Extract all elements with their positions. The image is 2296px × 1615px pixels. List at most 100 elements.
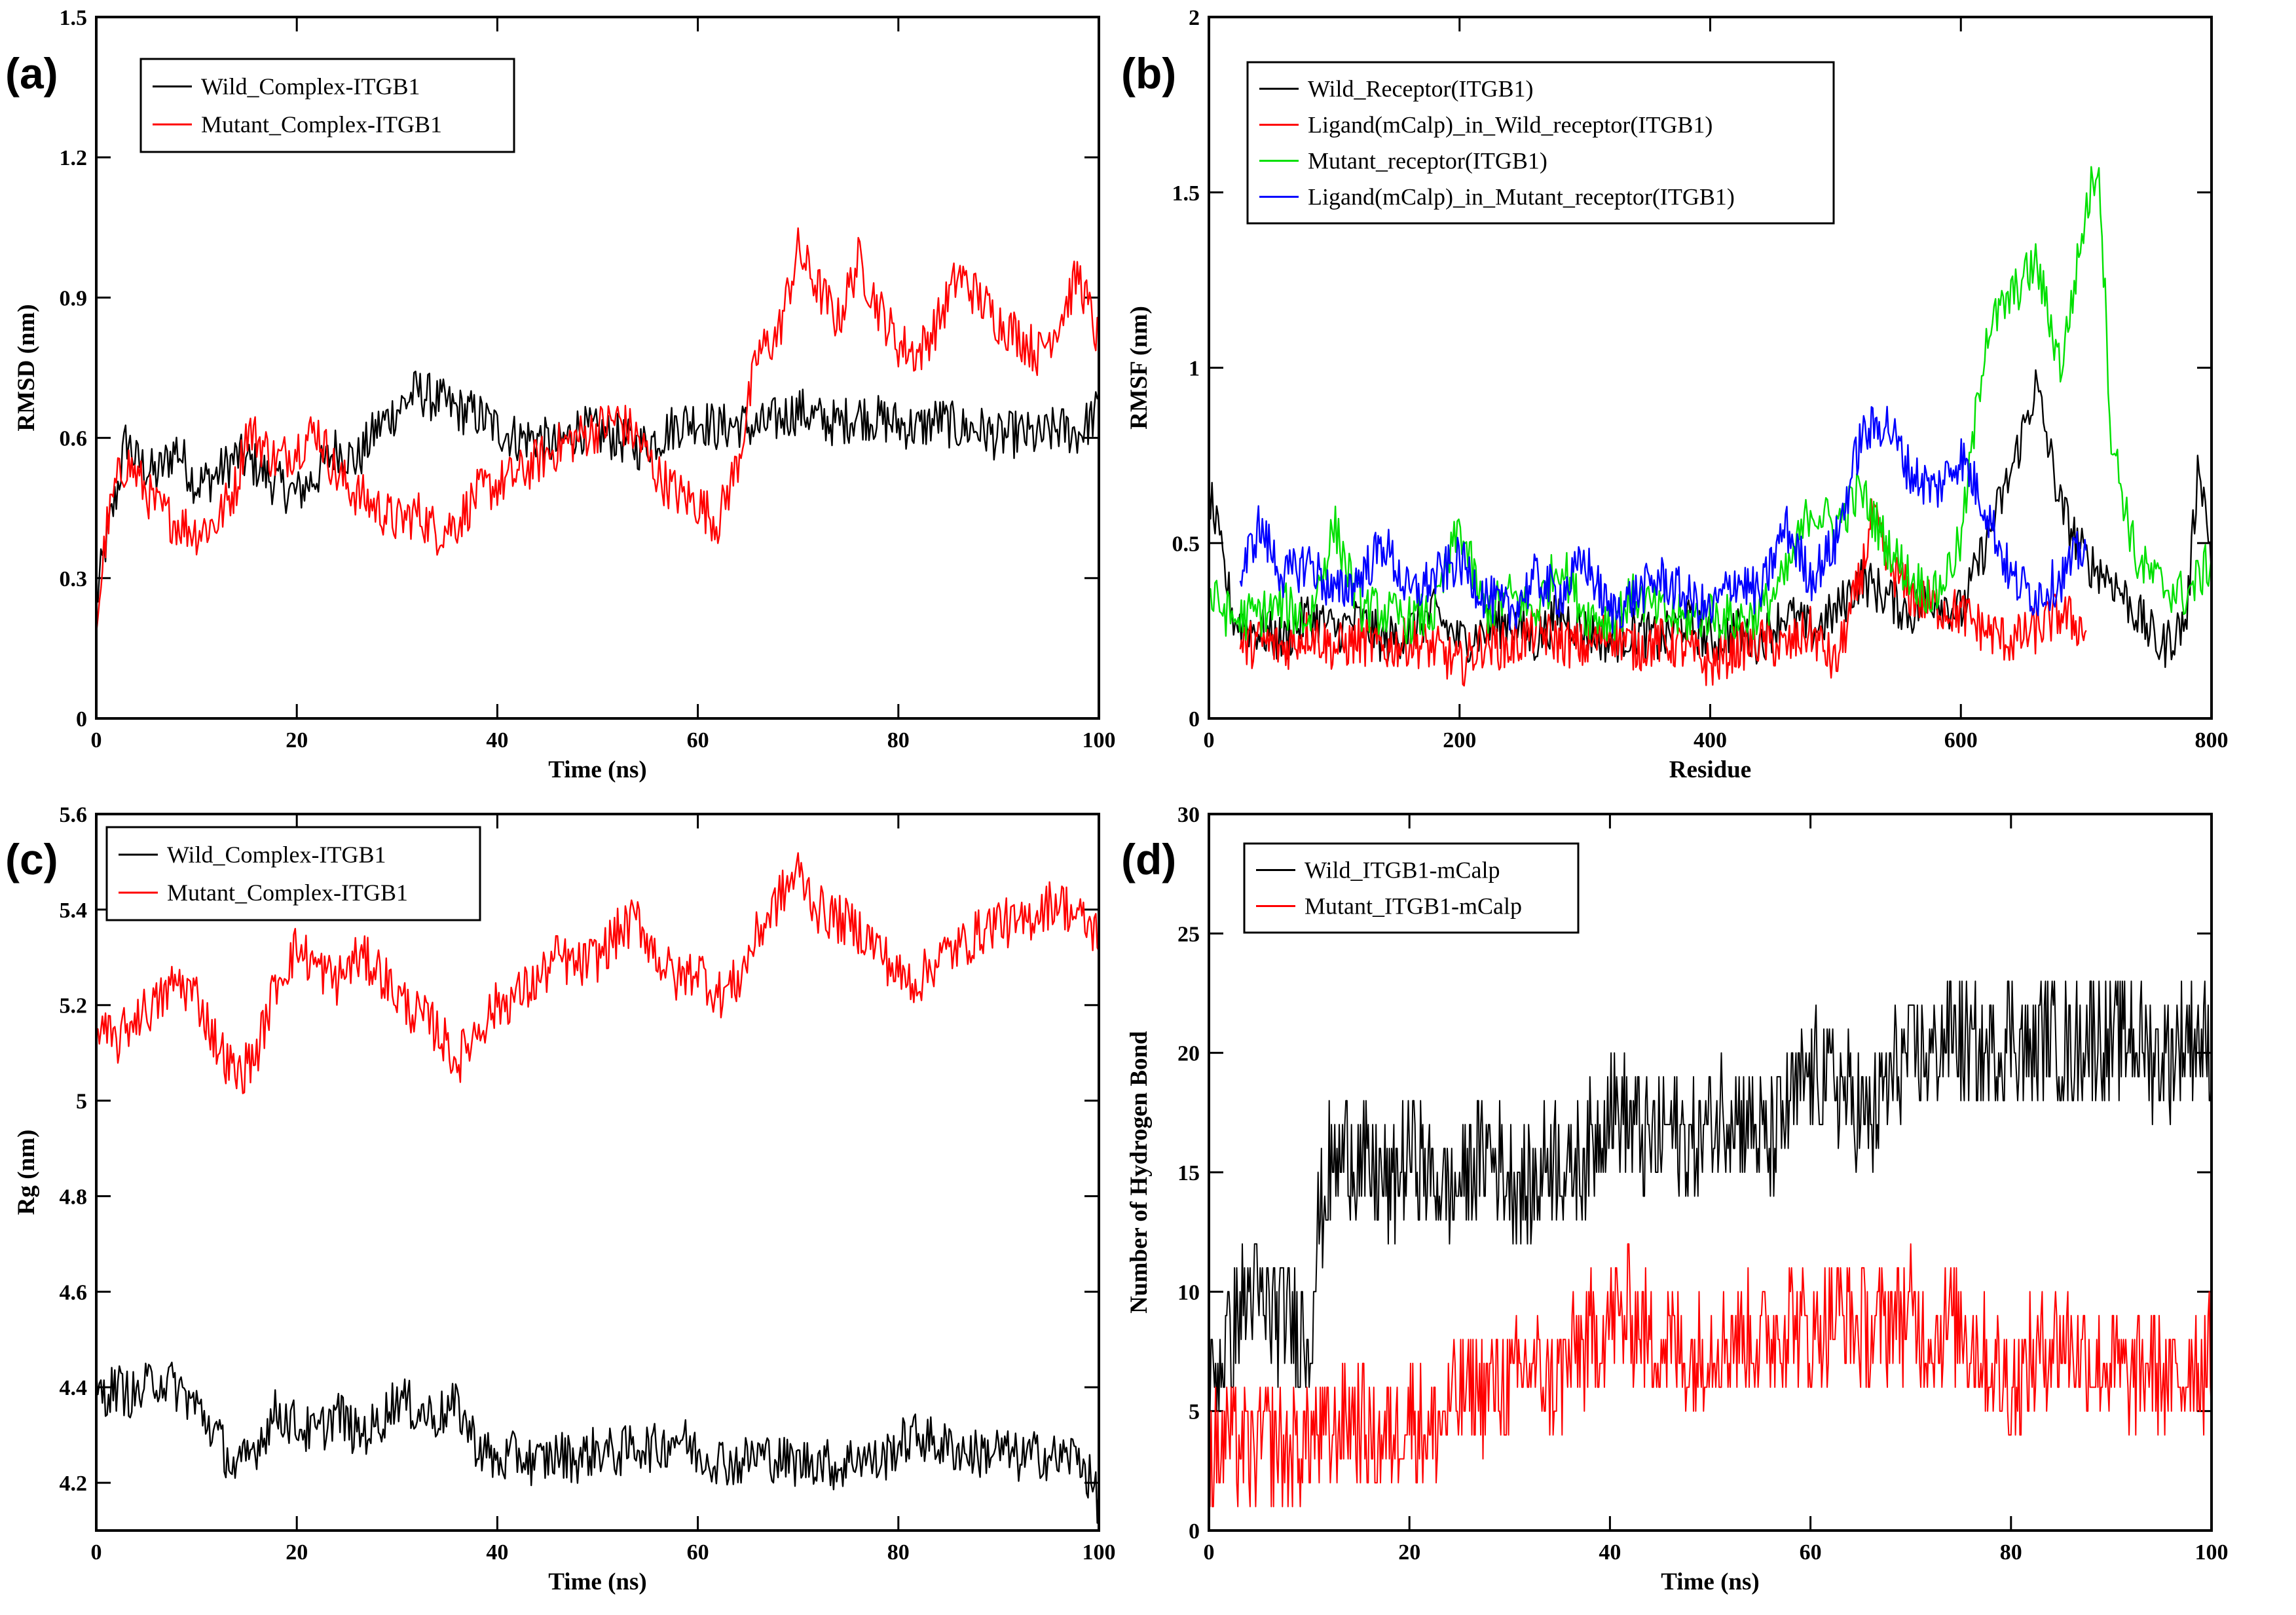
panel-c-series (95, 852, 1100, 1524)
y-tick-label: 2 (1189, 6, 1200, 30)
x-tick-label: 60 (687, 1540, 709, 1565)
x-tick-label: 80 (887, 1540, 910, 1565)
x-tick-label: 40 (486, 1540, 508, 1565)
series-line-ligand-mcalp-in-mutant-receptor-itgb1 (1239, 405, 2087, 634)
panel-d-y-axis-label: Number of Hydrogen Bond (1126, 1031, 1153, 1314)
panel-c-y-axis-label: Rg (nm) (13, 1130, 40, 1216)
y-tick-label: 4.2 (60, 1472, 88, 1496)
panel-c-plot-frame (95, 813, 1100, 1532)
panel-b-y-axis-label: RMSF (nm) (1126, 306, 1153, 430)
x-tick-label: 0 (1204, 1540, 1215, 1565)
panel-d-label: (d) (1121, 835, 1176, 883)
y-tick-label: 0.3 (60, 567, 88, 591)
series-line-mutant-receptor-itgb1 (1208, 166, 2213, 644)
x-tick-label: 100 (1083, 728, 1116, 752)
legend-label: Mutant_Complex-ITGB1 (167, 880, 408, 906)
panel-c-legend: Wild_Complex-ITGB1 Mutant_Complex-ITGB1 (105, 826, 481, 921)
y-tick-label: 30 (1177, 803, 1200, 827)
panel-a-tick-labels: 0 20 40 60 80 100 0 0.3 0.6 0.9 1.2 1.5 (60, 6, 1116, 752)
panel-d: (d) 0 20 40 60 80 100 0 5 10 15 20 25 30 Time (ns) N… (1121, 803, 2229, 1595)
x-tick-label: 80 (887, 728, 910, 752)
panel-b-series (1208, 166, 2213, 687)
panel-a-plot-frame (95, 16, 1100, 720)
y-tick-label: 1.5 (1172, 181, 1200, 206)
legend-label: Wild_Complex-ITGB1 (167, 842, 386, 868)
series-line-mutant-complex-itgb1 (95, 227, 1100, 634)
y-tick-label: 5 (76, 1090, 87, 1114)
y-tick-label: 15 (1177, 1161, 1200, 1185)
x-tick-label: 100 (2195, 1540, 2229, 1565)
y-tick-label: 0.6 (60, 427, 88, 451)
series-line-mutant-complex-itgb1 (96, 852, 1100, 1094)
legend-label: Ligand(mCalp)_in_Mutant_receptor(ITGB1) (1308, 184, 1735, 210)
x-tick-label: 60 (687, 728, 709, 752)
y-tick-label: 4.6 (60, 1280, 88, 1305)
legend-box (1246, 61, 1835, 225)
x-tick-label: 80 (2000, 1540, 2022, 1565)
panel-a-y-axis-label: RMSD (nm) (13, 304, 40, 431)
panel-c: (c) 0 20 40 60 80 100 4.2 4.4 4.6 4.8 5 5.2 5.4 5.6 T… (5, 803, 1116, 1595)
x-tick-label: 0 (1204, 728, 1215, 752)
y-tick-label: 0 (76, 707, 87, 732)
legend-label: Mutant_receptor(ITGB1) (1308, 148, 1547, 174)
series-line-wild-complex-itgb1 (95, 370, 1100, 603)
y-tick-label: 5.4 (60, 899, 88, 923)
y-tick-label: 4.4 (60, 1376, 88, 1400)
x-tick-label: 0 (91, 728, 102, 752)
y-tick-label: 5.6 (60, 803, 88, 827)
panel-c-tick-labels: 0 20 40 60 80 100 4.2 4.4 4.6 4.8 5 5.2 5.4 5.6 (60, 803, 1116, 1565)
x-tick-label: 60 (1800, 1540, 1822, 1565)
panel-d-tick-labels: 0 20 40 60 80 100 0 5 10 15 20 25 30 (1177, 803, 2229, 1565)
series-line-wild-receptor-itgb1 (1208, 369, 2213, 668)
y-tick-label: 5.2 (60, 994, 88, 1018)
x-tick-label: 40 (1599, 1540, 1621, 1565)
y-tick-label: 20 (1177, 1042, 1200, 1066)
panel-d-legend: Wild_ITGB1-mCalp Mutant_ITGB1-mCalp (1243, 842, 1580, 934)
panel-d-x-axis-label: Time (ns) (1661, 1569, 1759, 1595)
y-tick-label: 4.8 (60, 1185, 88, 1209)
panel-b: (b) 0 200 400 600 800 0 0.5 1 1.5 2 Residue RMSF … (1121, 6, 2229, 783)
series-line-mutant-itgb1-mcalp (1208, 1243, 2212, 1508)
x-tick-label: 400 (1694, 728, 1727, 752)
legend-box (105, 826, 481, 921)
x-tick-label: 20 (286, 728, 308, 752)
series-line-wild-itgb1-mcalp (1208, 980, 2212, 1412)
y-tick-label: 1 (1189, 357, 1200, 381)
panel-b-legend: Wild_Receptor(ITGB1) Ligand(mCalp)_in_Wil… (1246, 61, 1835, 225)
x-tick-label: 800 (2195, 728, 2229, 752)
legend-label: Wild_Complex-ITGB1 (201, 73, 420, 100)
y-tick-label: 0 (1189, 707, 1200, 732)
y-tick-label: 25 (1177, 922, 1200, 946)
legend-label: Wild_ITGB1-mCalp (1305, 857, 1500, 883)
panel-a-label: (a) (5, 49, 58, 98)
legend-label: Ligand(mCalp)_in_Wild_receptor(ITGB1) (1308, 112, 1713, 138)
x-tick-label: 100 (1083, 1540, 1116, 1565)
panel-c-x-axis-label: Time (ns) (548, 1569, 646, 1595)
panel-b-plot-frame (1208, 16, 2213, 720)
legend-box (139, 58, 515, 153)
y-tick-label: 1.2 (60, 146, 88, 170)
x-tick-label: 20 (286, 1540, 308, 1565)
x-tick-label: 600 (1944, 728, 1978, 752)
series-line-ligand-mcalp-in-wild-receptor-itgb1 (1239, 498, 2087, 687)
y-tick-label: 0.5 (1172, 532, 1200, 556)
y-tick-label: 1.5 (60, 6, 88, 30)
panel-a: (a) 0 20 40 60 80 100 0 0.3 0.6 0.9 1.2 1.5 Time (n… (5, 6, 1116, 783)
y-tick-label: 10 (1177, 1280, 1200, 1305)
panel-b-tick-labels: 0 200 400 600 800 0 0.5 1 1.5 2 (1172, 6, 2229, 752)
panel-b-x-axis-label: Residue (1669, 756, 1751, 783)
x-tick-label: 0 (91, 1540, 102, 1565)
series-line-wild-complex-itgb1 (95, 1362, 1100, 1524)
panel-c-label: (c) (5, 835, 58, 883)
panel-a-legend: Wild_Complex-ITGB1 Mutant_Complex-ITGB1 (139, 58, 515, 153)
y-tick-label: 0 (1189, 1519, 1200, 1544)
panel-a-x-axis-label: Time (ns) (548, 756, 646, 783)
x-tick-label: 40 (486, 728, 508, 752)
x-tick-label: 20 (1398, 1540, 1420, 1565)
panel-d-series (1208, 980, 2212, 1508)
panel-b-label: (b) (1121, 49, 1176, 98)
panel-a-series (95, 227, 1100, 634)
y-tick-label: 0.9 (60, 286, 88, 310)
